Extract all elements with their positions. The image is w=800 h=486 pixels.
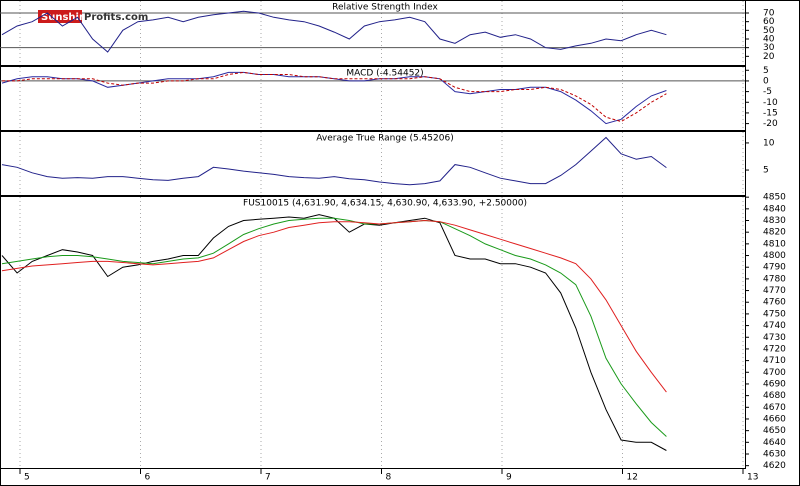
y-tick-label: 4850 xyxy=(763,193,786,203)
y-tick-label: 4630 xyxy=(763,449,786,459)
y-tick-label: 4660 xyxy=(763,414,786,424)
y-tick-label: 10 xyxy=(763,138,775,148)
y-tick-label: 0 xyxy=(763,76,769,86)
panel-border xyxy=(0,0,746,66)
y-tick-label: 4670 xyxy=(763,403,786,413)
y-tick-label: 4680 xyxy=(763,391,786,401)
series-line xyxy=(1,219,667,393)
y-tick-label: -20 xyxy=(763,119,778,129)
y-tick-label: 4780 xyxy=(763,274,786,284)
y-tick-label: 4740 xyxy=(763,321,786,331)
y-tick-label: 4640 xyxy=(763,438,786,448)
y-tick-label: 4700 xyxy=(763,368,786,378)
x-tick-label: 12 xyxy=(627,473,638,483)
series-line xyxy=(1,217,667,437)
series-line xyxy=(1,136,667,186)
y-tick-label: 4830 xyxy=(763,216,786,226)
y-tick-label: 4650 xyxy=(763,426,786,436)
y-tick-label: 4710 xyxy=(763,356,786,366)
y-tick-label: 4760 xyxy=(763,298,786,308)
panel-border xyxy=(0,196,746,469)
y-tick-label: 4840 xyxy=(763,204,786,214)
panel-title: FUS10015 (4,631.90, 4,634.15, 4,630.90, … xyxy=(243,199,527,209)
y-tick-label: -5 xyxy=(763,87,772,97)
y-tick-label: 60 xyxy=(763,17,775,27)
y-tick-label: 30 xyxy=(763,43,775,53)
panel-border xyxy=(0,131,746,196)
y-tick-label: 4820 xyxy=(763,228,786,238)
series-line xyxy=(2,71,667,123)
y-tick-label: 70 xyxy=(763,9,775,19)
y-tick-label: 4730 xyxy=(763,333,786,343)
y-tick-label: 40 xyxy=(763,35,775,45)
y-tick-label: 4690 xyxy=(763,379,786,389)
series-line xyxy=(1,71,667,125)
y-tick-label: 4750 xyxy=(763,309,786,319)
panel-title: Relative Strength Index xyxy=(332,3,438,13)
x-tick-label: 6 xyxy=(145,473,151,483)
y-tick-label: 4770 xyxy=(763,286,786,296)
y-tick-label: 50 xyxy=(763,26,775,36)
x-tick-label: 5 xyxy=(24,473,30,483)
y-tick-label: 4620 xyxy=(763,461,786,471)
y-tick-label: 4800 xyxy=(763,251,786,261)
x-tick-label: 8 xyxy=(386,473,392,483)
logo-box xyxy=(38,10,82,23)
panel-title: Average True Range (5.45206) xyxy=(316,134,453,144)
series-line xyxy=(1,10,667,53)
x-tick-label: 7 xyxy=(265,473,271,483)
y-tick-label: 5 xyxy=(763,166,769,176)
y-tick-label: 5 xyxy=(763,66,769,76)
y-tick-label: 20 xyxy=(763,52,775,62)
x-tick-label: 13 xyxy=(747,473,758,483)
y-tick-label: 4790 xyxy=(763,263,786,273)
x-tick-label: 9 xyxy=(506,473,512,483)
panel-border xyxy=(0,66,746,131)
panel-title: MACD (-4.54452) xyxy=(346,69,423,79)
logo-rest: Profits.com xyxy=(84,12,148,23)
y-tick-label: -15 xyxy=(763,108,778,118)
logo-brand: Sunshine xyxy=(41,12,93,23)
y-tick-label: -10 xyxy=(763,98,778,108)
y-tick-label: 4720 xyxy=(763,344,786,354)
y-tick-label: 4810 xyxy=(763,239,786,249)
